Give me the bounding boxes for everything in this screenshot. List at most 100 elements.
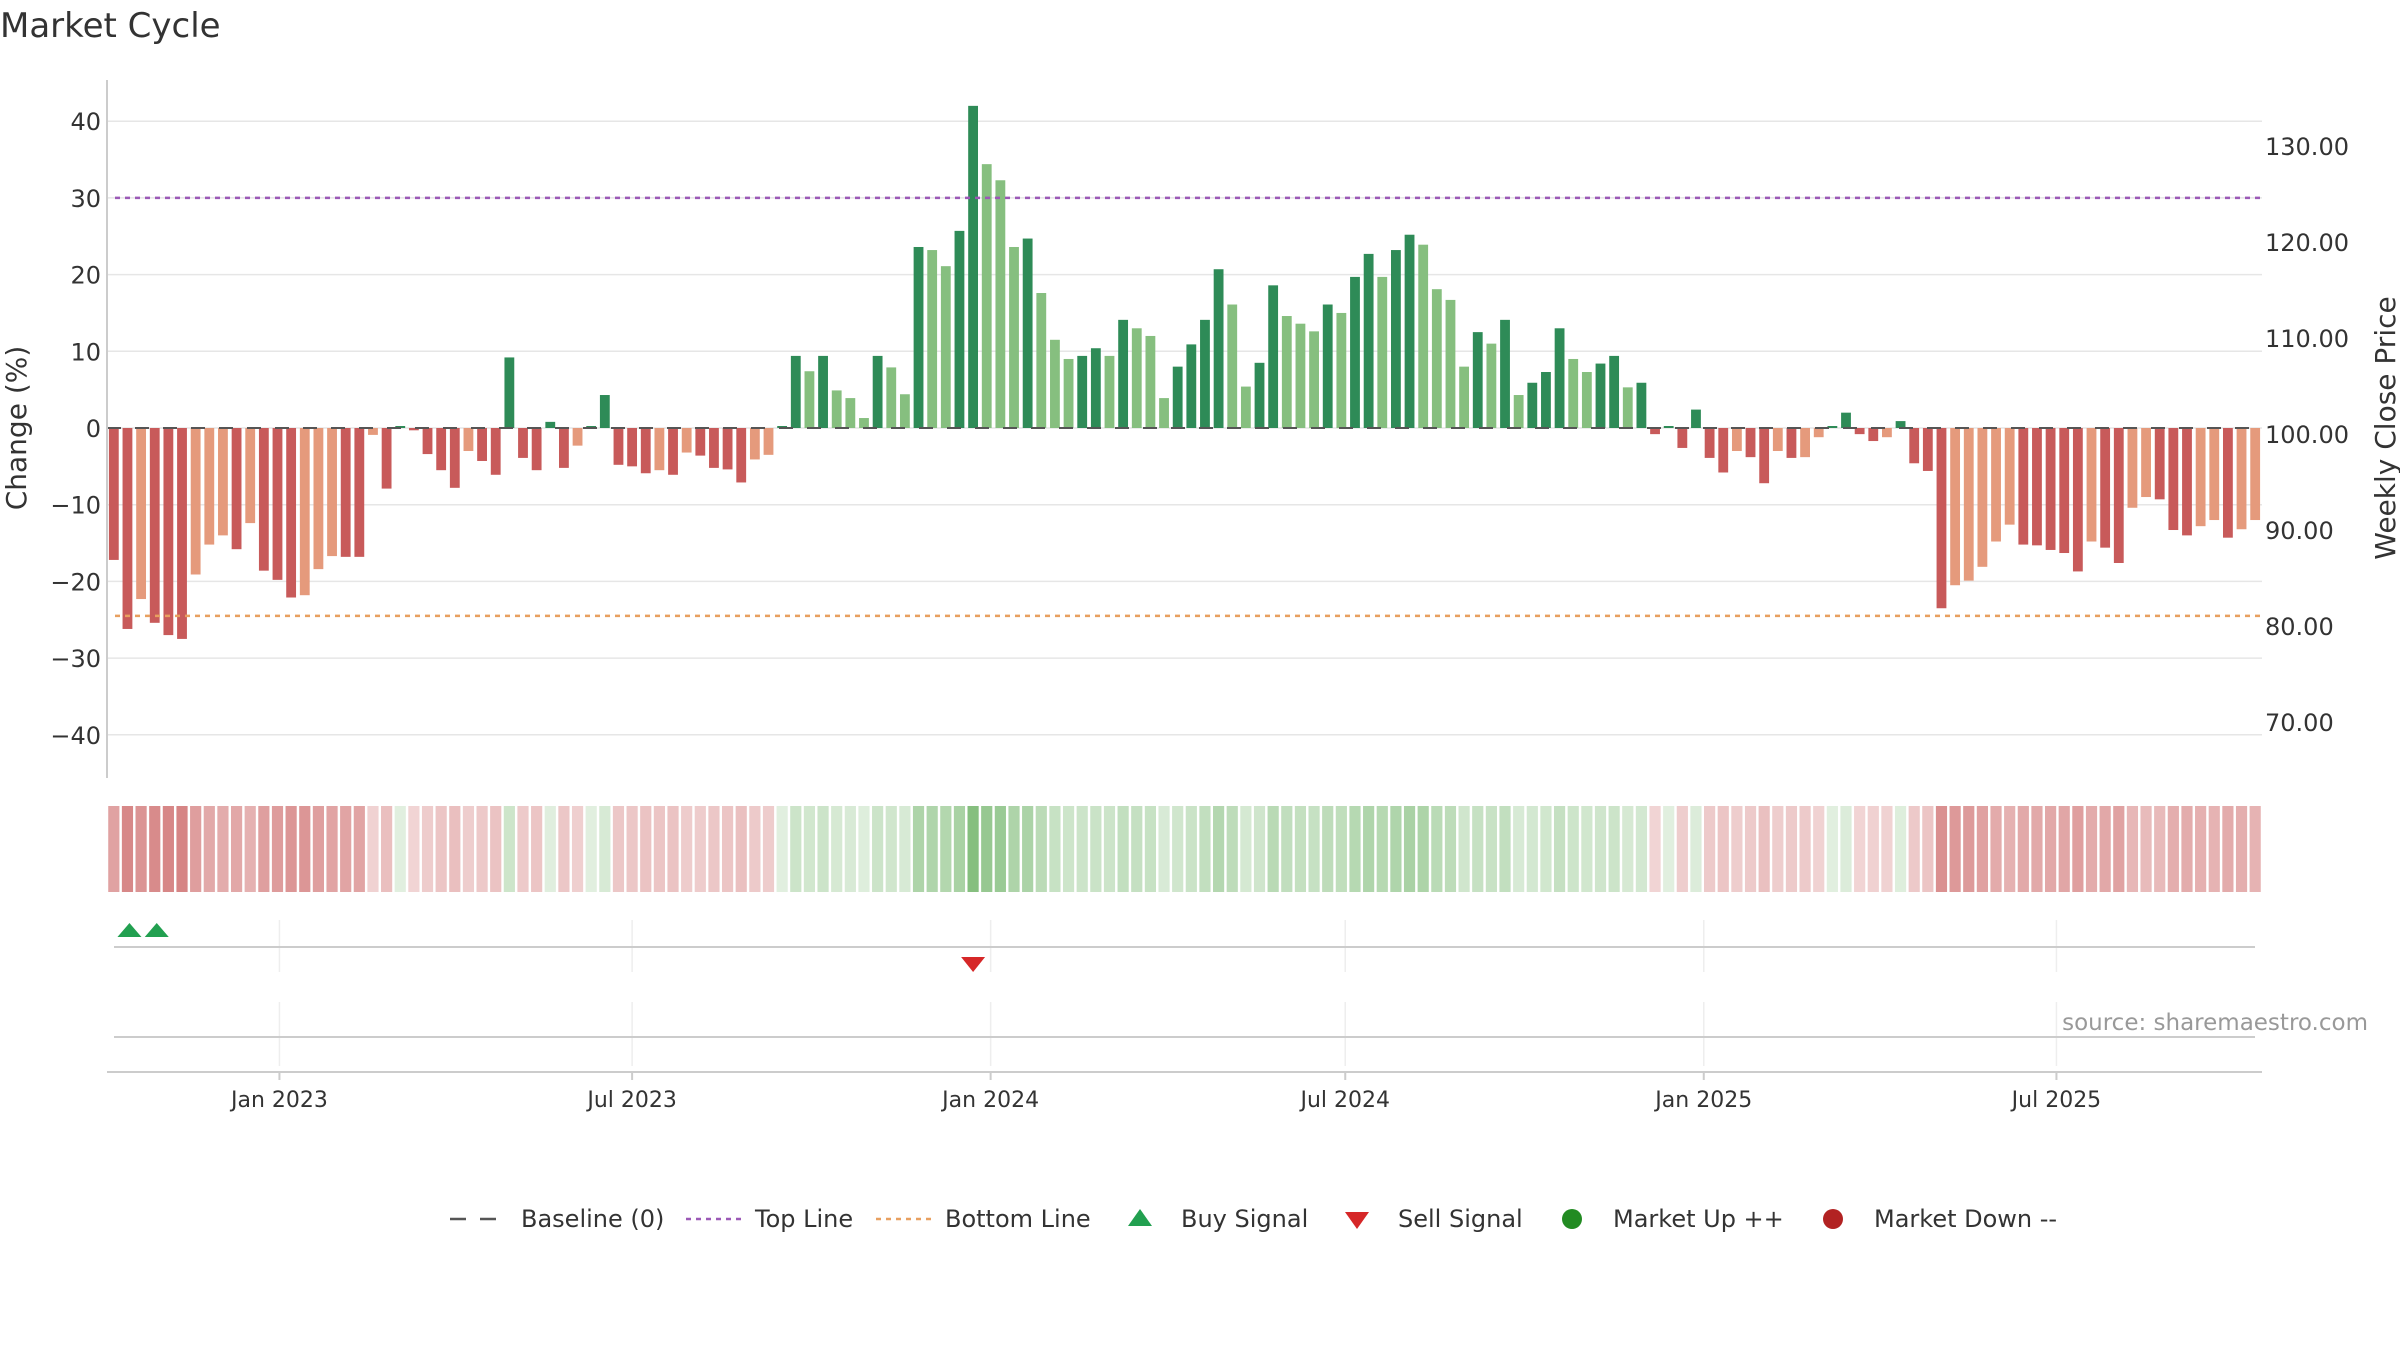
heat-cell bbox=[1867, 806, 1879, 892]
axes: 40 30 20 10 0 −10 −20 −30 −40 130.00 120.00 110.00 1… bbox=[0, 80, 2400, 778]
heat-cell bbox=[2072, 806, 2084, 892]
heat-cell bbox=[258, 806, 270, 892]
x-tick-label: Jul 2023 bbox=[585, 1088, 677, 1113]
heat-cell bbox=[490, 806, 502, 892]
change-bar bbox=[1936, 428, 1947, 609]
legend-item: Bottom Line bbox=[876, 1205, 1091, 1233]
heat-cell bbox=[1390, 806, 1402, 892]
change-bar bbox=[1022, 238, 1033, 428]
y2-tick-label: 70.00 bbox=[2265, 709, 2334, 737]
change-bar bbox=[845, 398, 856, 428]
change-bar bbox=[477, 428, 487, 461]
change-bar bbox=[1281, 316, 1292, 428]
change-bar bbox=[927, 250, 938, 428]
change-bar bbox=[572, 428, 583, 446]
change-bar bbox=[899, 394, 910, 428]
heat-cell bbox=[762, 806, 775, 892]
change-bar bbox=[422, 428, 433, 455]
heat-cell bbox=[1553, 806, 1566, 892]
change-bar bbox=[1636, 382, 1647, 428]
change-bar bbox=[2100, 428, 2111, 548]
change-bar bbox=[177, 428, 187, 639]
change-bar bbox=[340, 428, 351, 557]
legend-label: Top Line bbox=[754, 1205, 853, 1233]
change-bar bbox=[286, 428, 297, 598]
change-bar bbox=[2236, 428, 2247, 530]
change-bar bbox=[859, 418, 869, 428]
change-bar bbox=[1145, 335, 1156, 428]
heat-cell bbox=[640, 806, 652, 892]
change-bar bbox=[749, 428, 760, 460]
change-bar bbox=[2154, 428, 2165, 500]
heat-cell bbox=[571, 806, 584, 892]
change-bar bbox=[790, 355, 801, 428]
change-bar bbox=[872, 355, 883, 428]
heat-cell bbox=[2208, 806, 2220, 892]
change-bar bbox=[504, 357, 515, 428]
y2-tick-label: 110.00 bbox=[2265, 325, 2349, 353]
heat-cell bbox=[1772, 806, 1784, 892]
change-bar bbox=[2059, 428, 2070, 554]
change-bar bbox=[627, 428, 638, 467]
heat-cell bbox=[1513, 806, 1525, 892]
change-bar bbox=[518, 428, 528, 458]
change-bar bbox=[449, 428, 460, 488]
heat-cell bbox=[1908, 806, 1920, 892]
change-bar bbox=[136, 428, 147, 600]
y-tick-label: −10 bbox=[50, 492, 101, 520]
change-bar bbox=[163, 428, 174, 636]
change-bar bbox=[1595, 363, 1606, 428]
heat-cell bbox=[1049, 806, 1061, 892]
heat-cell bbox=[667, 806, 679, 892]
heat-cell bbox=[203, 806, 215, 892]
x-tick-label: Jan 2023 bbox=[229, 1088, 328, 1113]
heat-cell bbox=[1663, 806, 1675, 892]
heat-cell bbox=[1744, 806, 1757, 892]
heat-cell bbox=[1990, 806, 2002, 892]
heat-cell bbox=[2085, 806, 2098, 892]
heat-cell bbox=[831, 806, 843, 892]
heat-cell bbox=[1731, 806, 1743, 892]
change-bar bbox=[1472, 332, 1483, 428]
heat-cell bbox=[1676, 806, 1688, 892]
heat-cell bbox=[2031, 806, 2043, 892]
x-tick-label: Jan 2024 bbox=[940, 1088, 1039, 1113]
heat-cell bbox=[367, 806, 379, 892]
y-tick-label: 10 bbox=[70, 338, 101, 366]
heat-cell bbox=[1458, 806, 1470, 892]
change-bar bbox=[1650, 428, 1660, 435]
heat-cell bbox=[926, 806, 938, 892]
change-bar bbox=[1882, 428, 1892, 438]
change-bar bbox=[1336, 312, 1347, 428]
change-bars bbox=[107, 105, 2262, 639]
change-bar bbox=[1363, 253, 1374, 428]
change-bar bbox=[490, 428, 501, 475]
y2-axis-title: Weekly Close Price bbox=[2369, 296, 2400, 559]
change-bar bbox=[1104, 355, 1115, 428]
heat-cell bbox=[1799, 806, 1811, 892]
heat-cell bbox=[531, 806, 543, 892]
heat-cell bbox=[476, 806, 488, 892]
change-bar bbox=[995, 180, 1006, 428]
change-bar bbox=[1090, 348, 1101, 428]
heat-cell bbox=[844, 806, 856, 892]
heat-cell bbox=[653, 806, 665, 892]
heat-cell bbox=[626, 806, 638, 892]
heat-cell bbox=[1158, 806, 1170, 892]
legend-item: Baseline (0) bbox=[450, 1205, 664, 1233]
change-bar bbox=[1268, 285, 1279, 428]
heat-cell bbox=[162, 806, 174, 892]
change-bar bbox=[1868, 428, 1879, 442]
change-bar bbox=[258, 428, 269, 571]
change-bar bbox=[940, 266, 951, 428]
heat-cell bbox=[1144, 806, 1156, 892]
heat-cell bbox=[721, 806, 734, 892]
change-bar bbox=[1704, 428, 1715, 458]
heat-cell bbox=[749, 806, 761, 892]
heat-cell bbox=[1363, 806, 1375, 892]
heat-cell bbox=[2181, 806, 2193, 892]
heat-cell bbox=[1840, 806, 1852, 892]
heat-cell bbox=[2126, 806, 2139, 892]
change-bar bbox=[2004, 428, 2015, 525]
